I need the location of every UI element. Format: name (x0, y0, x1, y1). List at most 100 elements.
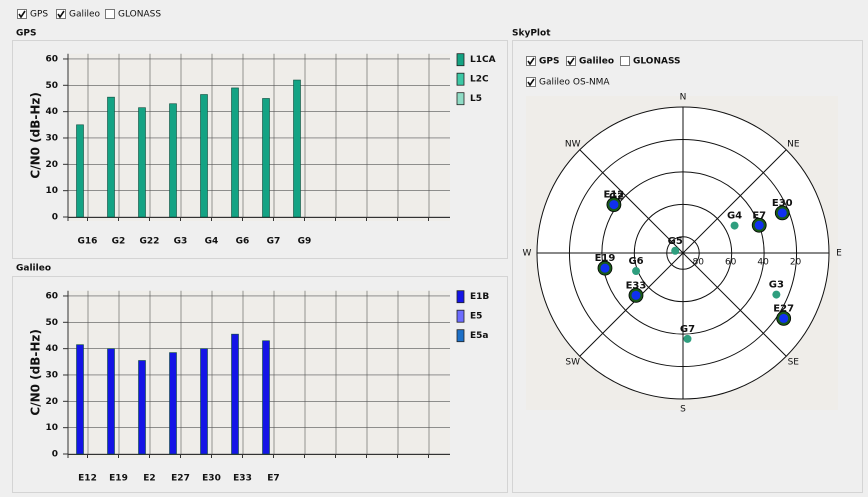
satellite (754, 220, 764, 230)
y-tick-label: 10 (45, 186, 58, 196)
direction-label: SW (565, 357, 580, 367)
satellite (730, 221, 739, 230)
checkbox-label[interactable]: Galileo (69, 10, 101, 20)
legend-swatch (456, 92, 465, 106)
x-tick-label: G3 (174, 237, 188, 247)
legend-label: L2C (470, 75, 489, 85)
y-tick-label: 20 (45, 160, 58, 170)
bar (107, 96, 115, 218)
y-tick-label: 40 (45, 107, 58, 117)
bar (76, 344, 84, 455)
direction-label: SE (788, 357, 800, 367)
elevation-label: 20 (790, 258, 802, 268)
checkbox-label[interactable]: Galileo (579, 57, 614, 67)
check-mark (18, 10, 26, 19)
bar (107, 348, 115, 455)
legend-label: L1CA (470, 55, 496, 65)
elevation-ring (633, 203, 733, 303)
x-tick-label: G9 (298, 237, 312, 247)
x-tick-label: E33 (233, 474, 252, 484)
check-mark (57, 10, 65, 19)
y-axis-label: C/N0 (dB-Hz) (29, 92, 43, 178)
y-axis-label: C/N0 (dB-Hz) (29, 329, 43, 415)
checkbox-label[interactable]: GLONASS (118, 10, 161, 20)
checkbox[interactable] (105, 9, 115, 19)
checkbox[interactable] (566, 56, 576, 66)
elevation-ring (568, 138, 798, 368)
satellite-label: E30 (772, 198, 793, 209)
y-tick-label: 50 (45, 318, 58, 328)
y-tick-label: 0 (52, 450, 58, 460)
checkbox[interactable] (526, 56, 536, 66)
x-tick-label: E2 (143, 474, 155, 484)
y-tick-label: 40 (45, 344, 58, 354)
elevation-label: 60 (725, 258, 737, 268)
direction-label: E (836, 249, 842, 259)
satellite (779, 313, 789, 323)
panel-frame (12, 276, 508, 493)
x-tick-label: E27 (171, 474, 190, 484)
panel-title: SkyPlot (512, 29, 551, 39)
y-tick-label: 10 (45, 423, 58, 433)
x-tick-label: G16 (78, 237, 98, 247)
satellite (609, 200, 619, 210)
bar (200, 348, 208, 455)
azimuth-line (579, 149, 787, 357)
bar (262, 340, 270, 455)
x-tick-label: E12 (78, 474, 97, 484)
satellite (631, 290, 641, 300)
y-tick-label: 20 (45, 397, 58, 407)
satellite (600, 263, 610, 273)
legend-label: L5 (470, 94, 482, 104)
legend-label: E5 (470, 312, 482, 322)
satellite-label: E12 (604, 190, 625, 201)
bar (231, 87, 239, 218)
checkbox[interactable] (620, 56, 630, 66)
legend-swatch (456, 290, 465, 304)
checkbox-label[interactable]: GLONASS (633, 57, 681, 67)
y-tick-label: 30 (45, 133, 58, 143)
satellite (632, 267, 641, 276)
checkbox-label[interactable]: GPS (539, 57, 559, 67)
checkbox-label[interactable]: GPS (30, 10, 48, 20)
direction-label: S (680, 405, 686, 415)
satellite (777, 208, 787, 218)
checkbox[interactable] (56, 9, 66, 19)
x-tick-label: E19 (109, 474, 128, 484)
bar (262, 98, 270, 218)
satellite-label: G4 (727, 211, 742, 222)
legend-swatch (456, 329, 465, 343)
bar (138, 107, 146, 218)
bar (76, 124, 84, 218)
satellite-label: G7 (680, 324, 695, 335)
satellite (671, 246, 680, 255)
x-tick-label: G6 (236, 237, 250, 247)
satellite-label: G6 (628, 256, 643, 267)
y-tick-label: 0 (52, 213, 58, 223)
bar (231, 333, 239, 455)
satellite-label: G5 (668, 236, 683, 247)
bar (200, 94, 208, 218)
checkbox[interactable] (526, 77, 536, 87)
x-tick-label: G2 (112, 237, 126, 247)
x-tick-label: E30 (202, 474, 221, 484)
bar (138, 360, 146, 455)
direction-label: W (523, 249, 532, 259)
elevation-ring (666, 236, 700, 270)
plot-area (68, 290, 450, 458)
y-tick-label: 50 (45, 81, 58, 91)
legend-swatch (456, 309, 465, 323)
checkbox-label[interactable]: Galileo OS-NMA (539, 78, 610, 88)
satellite-label: G3 (769, 280, 784, 291)
y-tick-label: 30 (45, 370, 58, 380)
panel-frame (12, 40, 508, 259)
elevation-label: 40 (757, 258, 769, 268)
checkbox[interactable] (17, 9, 27, 19)
elevation-ring (601, 171, 765, 335)
satellite-label: E19 (595, 253, 616, 264)
panel-frame (512, 40, 863, 493)
satellite (683, 334, 692, 343)
y-tick-label: 60 (45, 54, 58, 64)
satellite-label: G2 (609, 191, 624, 202)
check-mark (567, 57, 575, 66)
